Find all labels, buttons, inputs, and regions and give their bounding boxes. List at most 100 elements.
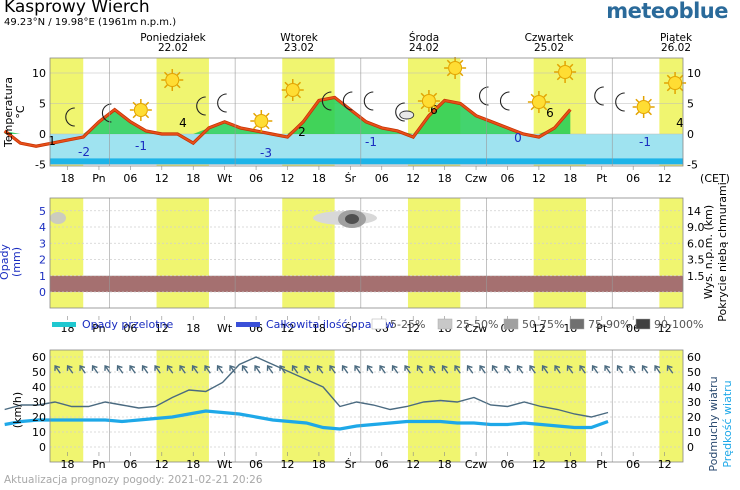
wind-ytick-right: 10: [687, 426, 701, 439]
wind-arrow-head: [166, 364, 173, 371]
wind-arrow-head: [541, 364, 548, 371]
wind-arrow-icon: [291, 364, 299, 374]
cloud-height-tick: 6.0: [687, 237, 705, 250]
wind-arrow-shaft: [117, 366, 124, 374]
time-tick-label: 12: [155, 458, 169, 471]
temp-ytick-right: 5: [687, 98, 694, 111]
crescent-icon: [615, 92, 625, 112]
time-tick-label: 12: [406, 322, 420, 335]
wind-arrow-icon: [216, 364, 224, 374]
sun-ray: [433, 105, 438, 110]
wind-arrow-head: [629, 364, 636, 371]
time-tick-label: 12: [532, 322, 546, 335]
time-tick-label: 06: [626, 172, 640, 185]
sun-ray: [666, 87, 671, 92]
cloud-cover-legend-label: 5-25%: [390, 318, 425, 331]
wind-ytick-left: 40: [32, 381, 46, 394]
sun-disc: [285, 83, 300, 97]
wind-ytick-right: 20: [687, 411, 701, 424]
time-tick-label: Wt: [217, 322, 233, 335]
gusts-line: [4, 356, 609, 418]
crescent-shape: [65, 107, 75, 127]
precip-ytick-left: 4: [39, 221, 46, 234]
wind-arrow-shaft: [580, 366, 586, 374]
temp-ytick-left: -5: [35, 159, 46, 172]
wind-arrow-shaft: [280, 366, 286, 374]
sun-ray: [556, 63, 561, 68]
precip-ytick-left: 1: [39, 270, 46, 283]
wind-arrow-head: [66, 364, 73, 371]
wind-arrow-head: [104, 364, 111, 371]
cloud-cover-legend-label: 90-100%: [654, 318, 703, 331]
time-tick-label: Wt: [217, 172, 233, 185]
wind-arrow-shaft: [155, 366, 161, 374]
time-tick-label: 06: [626, 458, 640, 471]
wind-arrow-head: [279, 364, 286, 371]
temp-ytick-right: 10: [687, 67, 701, 80]
time-tick-label: 06: [123, 322, 137, 335]
wind-arrow-head: [204, 364, 211, 371]
wind-arrow-head: [566, 364, 573, 371]
wind-arrow-icon: [654, 364, 661, 374]
sun-ray: [459, 72, 464, 77]
sun-ray: [297, 94, 302, 99]
wind-arrow-head: [454, 364, 461, 371]
wind-arrow-shaft: [455, 366, 461, 374]
crescent-shape: [478, 86, 489, 106]
wind-ytick-right: 30: [687, 396, 701, 409]
temperature-axis-title: Temperatura: [2, 77, 15, 148]
time-tick-label: 18: [186, 172, 200, 185]
wind-arrow-icon: [254, 364, 261, 374]
time-tick-label: Czw: [465, 322, 487, 335]
wind-arrow-shaft: [617, 366, 624, 374]
sun-disc: [421, 94, 436, 108]
wind-arrow-shaft: [180, 366, 186, 374]
wind-arrow-icon: [416, 364, 424, 374]
wind-arrow-shaft: [292, 366, 299, 374]
temperature-label: -1: [639, 135, 651, 149]
cloud-cover-axis-title: Pokrycie niebą chmurami: [716, 182, 729, 322]
wind-arrow-icon: [666, 364, 674, 374]
time-tick-label: 18: [61, 172, 75, 185]
wind-arrow-icon: [479, 364, 486, 374]
wind-arrow-head: [604, 364, 611, 371]
wind-arrow-head: [154, 364, 161, 371]
sun-ray: [648, 98, 652, 103]
cloud-cover-blob: [345, 214, 359, 224]
time-tick-label: 12: [406, 458, 420, 471]
wind-arrow-head: [391, 364, 398, 371]
wind-arrow-shaft: [530, 366, 536, 374]
sun-icon: [632, 96, 655, 118]
temperature-label: -1: [365, 135, 377, 149]
crescent-icon: [217, 93, 227, 113]
sun-icon: [250, 110, 273, 132]
wind-arrow-icon: [429, 364, 436, 374]
wind-ytick-right: 0: [687, 441, 694, 454]
update-timestamp: Aktualizacja prognozy pogody: 2021-02-21…: [4, 474, 263, 486]
sun-ray: [569, 63, 574, 68]
wind-arrow-head: [666, 364, 673, 371]
cloud-moon-icon: [395, 102, 415, 122]
day-name-label: Wtorek: [280, 32, 318, 44]
convective-precip-swatch: [52, 322, 76, 327]
wind-arrow-head: [429, 364, 436, 371]
crescent-shape: [321, 91, 332, 111]
meteoblue-logo[interactable]: meteoblue: [606, 0, 728, 23]
wind-arrow-icon: [229, 364, 236, 374]
wind-arrow-head: [341, 364, 348, 371]
wind-arrow-icon: [629, 364, 636, 374]
cloud-cover-swatch: [371, 318, 387, 330]
wind-arrow-icon: [541, 364, 549, 374]
cloud-cover-blob: [50, 212, 66, 224]
wind-arrow-shaft: [330, 366, 336, 374]
wind-ytick-right: 40: [687, 381, 701, 394]
wind-arrow-head: [491, 364, 498, 371]
wind-arrow-head: [404, 364, 411, 371]
time-tick-label: Pn: [92, 322, 105, 335]
wind-arrow-icon: [241, 364, 249, 374]
location-coordinates: 49.23°N / 19.98°E (1961m n.p.m.): [4, 17, 177, 28]
time-tick-label: 06: [123, 458, 137, 471]
time-tick-label: 12: [532, 458, 546, 471]
convective-precip-legend-label: Opady przelotne: [82, 318, 173, 331]
